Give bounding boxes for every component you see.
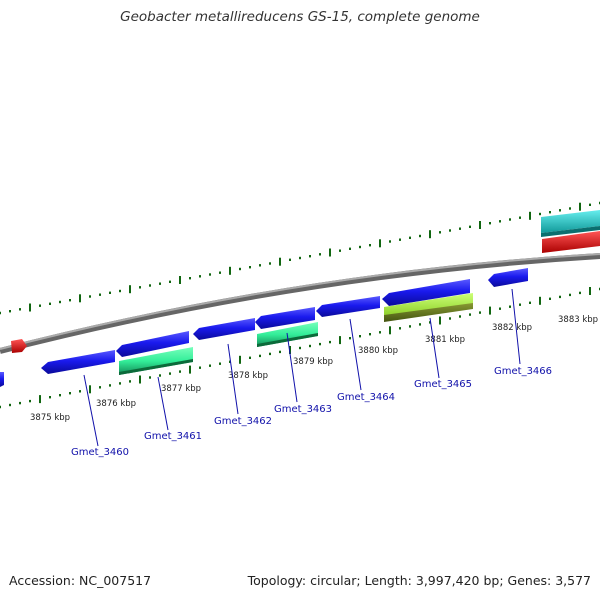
gene-label[interactable]: Gmet_3466 <box>494 366 552 377</box>
gene-arrow <box>316 296 380 317</box>
feature-olive <box>384 303 473 322</box>
kbp-label: 3883 kbp <box>558 315 598 325</box>
inner-tick-track <box>0 287 600 409</box>
gene-label[interactable]: Gmet_3462 <box>214 416 272 427</box>
gene-arrow <box>0 372 4 387</box>
kbp-label: 3879 kbp <box>293 357 333 367</box>
gene-arrow <box>255 307 315 329</box>
feature-lime <box>384 293 473 318</box>
gene-arrow <box>41 350 115 374</box>
kbp-label: 3881 kbp <box>425 335 465 345</box>
gene-label[interactable]: Gmet_3460 <box>71 447 129 458</box>
gene-label[interactable]: Gmet_3461 <box>144 431 202 442</box>
gene-arrow <box>382 279 470 306</box>
gene-arrow <box>193 318 255 340</box>
map-title: Geobacter metallireducens GS-15, complet… <box>120 9 480 25</box>
gene-label[interactable]: Gmet_3464 <box>337 392 395 403</box>
label-leader-lines <box>83 288 521 447</box>
genome-backbone <box>0 253 600 354</box>
kbp-label: 3882 kbp <box>492 323 532 333</box>
gene-arrow <box>116 331 189 357</box>
kbp-label: 3877 kbp <box>161 384 201 394</box>
gene-arrow <box>488 268 528 287</box>
gene-label[interactable]: Gmet_3463 <box>274 404 332 415</box>
kbp-label: 3880 kbp <box>358 346 398 356</box>
genome-stats: Topology: circular; Length: 3,997,420 bp… <box>247 573 591 588</box>
feature-red-small <box>11 339 27 353</box>
kbp-label: 3878 kbp <box>228 371 268 381</box>
feature-red <box>542 231 600 253</box>
feature-green-1 <box>119 347 193 375</box>
outer-tick-track <box>0 201 600 315</box>
kbp-label: 3876 kbp <box>96 399 136 409</box>
feature-cyan <box>541 210 600 237</box>
accession-label: Accession: NC_007517 <box>9 573 152 588</box>
kbp-label: 3875 kbp <box>30 413 70 423</box>
cds-track <box>0 268 528 387</box>
gene-label[interactable]: Gmet_3465 <box>414 379 472 390</box>
